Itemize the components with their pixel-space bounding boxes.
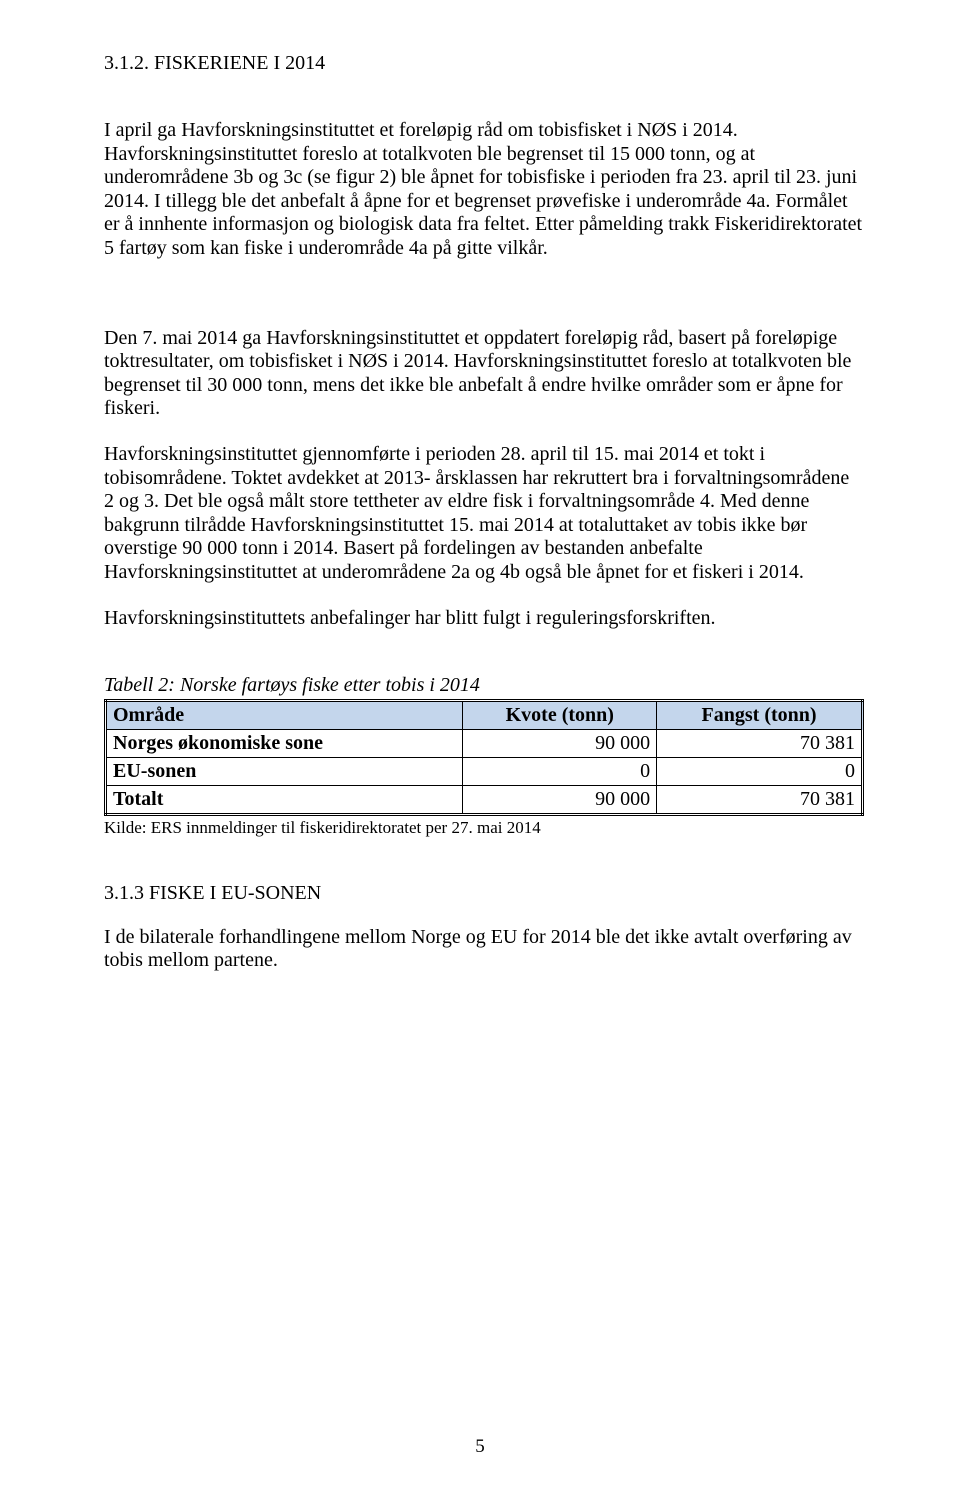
table-2-caption: Tabell 2: Norske fartøys fiske etter tob…: [104, 674, 864, 697]
col-header-omrade: Område: [106, 701, 463, 730]
cell-kvote: 0: [463, 758, 657, 786]
table-2: Område Kvote (tonn) Fangst (tonn) Norges…: [104, 699, 864, 816]
table-row: EU-sonen 0 0: [106, 758, 863, 786]
paragraph-2: Den 7. mai 2014 ga Havforskningsinstitut…: [104, 327, 864, 421]
page-number: 5: [0, 1436, 960, 1458]
col-header-kvote: Kvote (tonn): [463, 701, 657, 730]
spacer: [104, 838, 864, 882]
cell-kvote: 90 000: [463, 786, 657, 815]
paragraph-3: Havforskningsinstituttet gjennomførte i …: [104, 443, 864, 585]
table-row: Totalt 90 000 70 381: [106, 786, 863, 815]
spacer: [104, 652, 864, 674]
table-2-source: Kilde: ERS innmeldinger til fiskeridirek…: [104, 818, 864, 838]
spacer: [104, 283, 864, 327]
paragraph-5: I de bilaterale forhandlingene mellom No…: [104, 926, 864, 973]
paragraph-4: Havforskningsinstituttets anbefalinger h…: [104, 607, 864, 631]
col-header-fangst: Fangst (tonn): [657, 701, 863, 730]
section-heading-3-1-3: 3.1.3 FISKE I EU-SONEN: [104, 882, 864, 906]
table-header-row: Område Kvote (tonn) Fangst (tonn): [106, 701, 863, 730]
cell-kvote: 90 000: [463, 730, 657, 758]
table-row: Norges økonomiske sone 90 000 70 381: [106, 730, 863, 758]
cell-label: Totalt: [106, 786, 463, 815]
cell-label: Norges økonomiske sone: [106, 730, 463, 758]
cell-fangst: 70 381: [657, 730, 863, 758]
cell-fangst: 0: [657, 758, 863, 786]
paragraph-1: I april ga Havforskningsinstituttet et f…: [104, 119, 864, 261]
section-heading-3-1-2: 3.1.2. FISKERIENE I 2014: [104, 52, 864, 75]
document-page: 3.1.2. FISKERIENE I 2014 I april ga Havf…: [0, 0, 960, 1488]
cell-fangst: 70 381: [657, 786, 863, 815]
cell-label: EU-sonen: [106, 758, 463, 786]
